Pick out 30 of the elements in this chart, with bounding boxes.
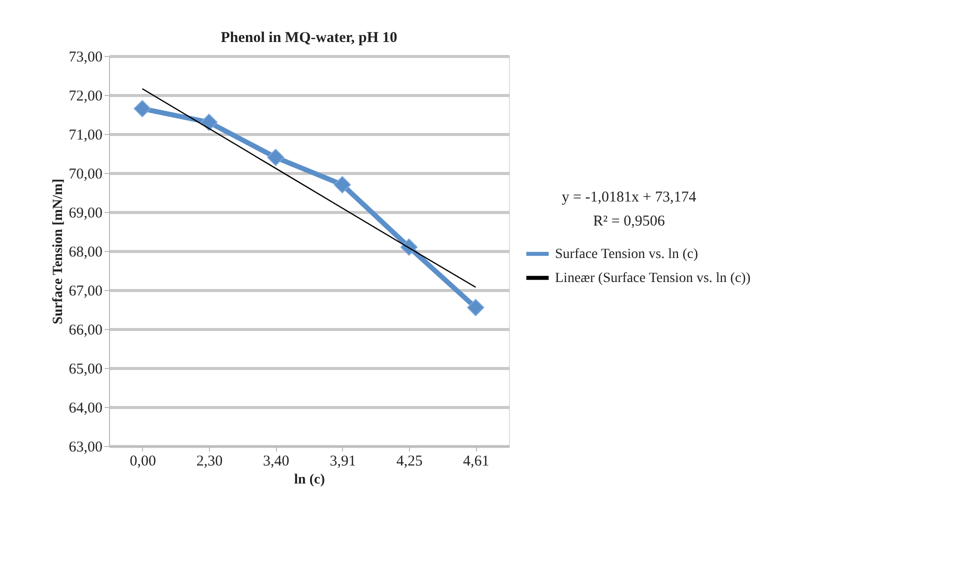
x-tick-label: 3,91 <box>330 454 356 470</box>
y-tick-label: 70,00 <box>68 166 102 182</box>
legend-label: Lineær (Surface Tension vs. ln (c)) <box>555 270 751 286</box>
y-tick-label: 73,00 <box>68 50 102 66</box>
line-series <box>142 88 476 288</box>
y-tick-label: 68,00 <box>68 244 102 260</box>
y-tick-label: 65,00 <box>68 362 102 378</box>
legend-label: Surface Tension vs. ln (c) <box>555 246 698 262</box>
text: R² = 0,9506 <box>593 213 666 230</box>
y-tick-label: 63,00 <box>68 440 102 456</box>
y-axis-title: Surface Tension [mN/m] <box>50 178 66 324</box>
x-tick-label: 4,61 <box>463 454 490 470</box>
x-tick-label: 2,30 <box>196 454 223 470</box>
y-tick-label: 71,00 <box>68 128 102 144</box>
y-tick-label: 64,00 <box>68 400 102 416</box>
point <box>134 100 151 118</box>
point <box>334 176 351 194</box>
y-tick-label: 72,00 <box>68 88 102 104</box>
x-axis-title: ln (c) <box>294 472 326 488</box>
y-tick-label: 67,00 <box>68 284 102 300</box>
point <box>467 298 484 316</box>
y-tick-label: 66,00 <box>68 322 102 338</box>
chart-title: Phenol in MQ-water, pH 10 <box>220 30 398 46</box>
x-tick-label: 3,40 <box>263 454 290 470</box>
y-tick-label: 69,00 <box>68 206 102 222</box>
point <box>200 114 218 131</box>
x-tick-label: 4,25 <box>396 454 423 470</box>
text: y = -1,0181x + 73,174 <box>562 189 697 206</box>
x-tick-label: 0,00 <box>130 454 156 470</box>
point <box>267 148 284 166</box>
